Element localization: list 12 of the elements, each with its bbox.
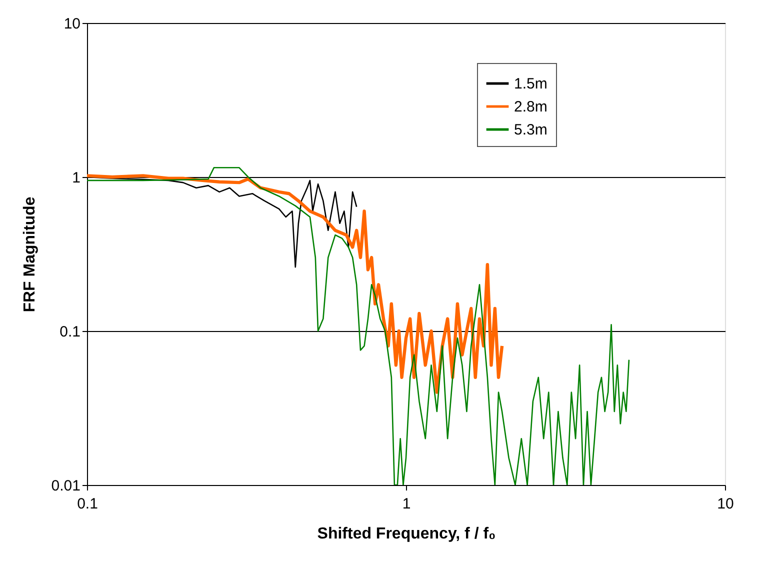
x-tick-label: 10 [717,496,734,512]
y-tick-label: 0.1 [60,324,80,340]
legend-label: 2.8m [514,98,548,116]
legend-label: 5.3m [514,122,548,138]
legend-label: 1.5m [514,76,548,92]
y-tick-label: 1 [72,170,80,186]
x-tick-label: 0.1 [77,496,98,512]
x-tick-label: 1 [402,496,411,512]
x-axis-title: Shifted Frequency, f / f₀ [317,526,496,542]
y-tick-label: 10 [64,16,80,32]
y-tick-label: 0.01 [51,478,80,494]
y-axis-title: FRF Magnitude [21,196,38,312]
